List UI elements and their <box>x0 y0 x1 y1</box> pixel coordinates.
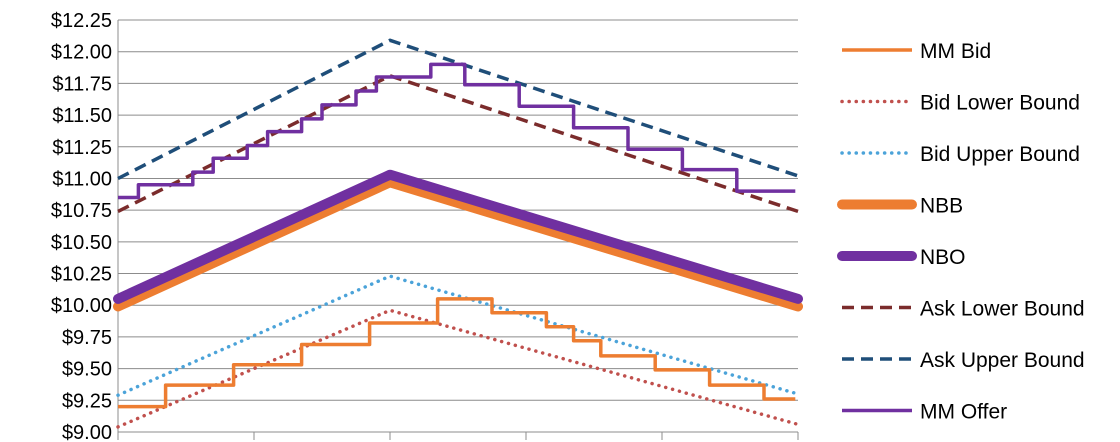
y-axis-tick-labels: $9.00 $9.25 $9.50 $9.75 $10.00 $10.25 $10.50 $1… <box>51 10 112 442</box>
y-tick-label: $9.50 <box>62 359 112 381</box>
y-tick-label: $11.75 <box>52 73 112 95</box>
legend-label: Ask Upper Bound <box>920 349 1085 372</box>
y-tick-label: $9.25 <box>62 390 112 412</box>
legend-label: NBB <box>920 195 963 218</box>
legend: MM Bid Bid Lower Bound Bid Upper Bound NBB N… <box>837 40 1085 424</box>
y-tick-label: $10.25 <box>51 264 112 286</box>
y-tick-label: $12.25 <box>51 10 112 32</box>
plot-series <box>113 38 803 429</box>
legend-label: MM Offer <box>920 401 1007 424</box>
series-ask-lower-bound <box>117 74 799 214</box>
y-tick-label: $9.00 <box>62 422 112 442</box>
y-tick-label: $10.00 <box>51 295 112 317</box>
y-tick-label: $9.75 <box>62 327 112 349</box>
legend-label: MM Bid <box>920 40 991 63</box>
y-tick-label: $10.75 <box>51 200 112 222</box>
series-bid-lower-bound <box>116 308 800 429</box>
series-nbo <box>113 169 803 304</box>
series-ask-upper-bound <box>117 38 799 181</box>
y-tick-label: $10.50 <box>51 232 112 254</box>
y-tick-label: $11.00 <box>52 168 112 190</box>
series-bid-upper-bound <box>116 274 800 397</box>
legend-label: Bid Upper Bound <box>920 143 1080 166</box>
series-nbb <box>113 177 803 312</box>
gridlines <box>118 19 798 401</box>
series-mm-offer <box>118 62 796 200</box>
legend-label: NBO <box>920 246 966 269</box>
axes <box>117 20 799 440</box>
y-tick-label: $12.00 <box>51 42 112 64</box>
y-tick-label: $11.25 <box>52 137 112 159</box>
legend-label: Bid Lower Bound <box>920 92 1080 115</box>
y-tick-label: $11.50 <box>52 105 112 127</box>
legend-label: Ask Lower Bound <box>920 298 1085 321</box>
series-mm-bid <box>118 297 796 409</box>
